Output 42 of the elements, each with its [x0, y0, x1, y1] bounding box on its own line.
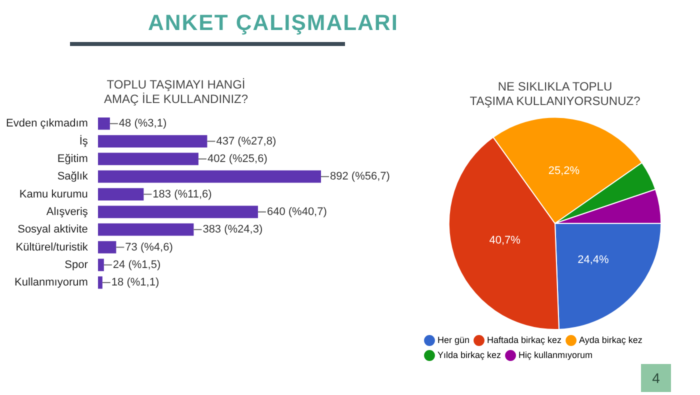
- data-label: 48 (%3,1): [118, 118, 167, 130]
- y-tick-label: Alışveriş: [46, 206, 88, 218]
- chart-title: TOPLU TAŞIMAYI HANGİ AMAÇ İLE KULLANDINIZ?: [104, 78, 248, 106]
- data-label: 437 (%27,8): [216, 135, 276, 148]
- bar: [98, 170, 321, 183]
- legend-label: Ayda birkaç kez: [579, 334, 643, 345]
- data-label: 183 (%11,6): [152, 188, 212, 200]
- data-label: 640 (%40,7): [266, 206, 327, 218]
- text: 4: [641, 364, 671, 392]
- y-tick-label: Kültürel/turistik: [16, 241, 88, 254]
- bar: [98, 241, 116, 254]
- chart-title: NE SIKLIKLA TOPLU TAŞIMA KULLANIYORSUNUZ?: [470, 80, 641, 108]
- y-tick-label: Spor: [64, 258, 88, 271]
- bar: [98, 258, 104, 272]
- y-tick-label: Kamu kurumu: [19, 188, 88, 200]
- bar: [98, 223, 194, 236]
- bar: [98, 135, 208, 148]
- bar: [98, 276, 102, 289]
- data-label: 892 (%56,7): [330, 170, 390, 183]
- data-label: 25,2%: [548, 165, 580, 178]
- y-tick-label: Sosyal aktivite: [18, 224, 88, 236]
- y-tick-label: Kullanmıyorum: [14, 276, 88, 289]
- data-label: 40,7%: [489, 234, 521, 247]
- legend-label: Haftada birkaç kez: [487, 334, 562, 345]
- legend-label: Her gün: [438, 334, 470, 345]
- data-label: 402 (%25,6): [207, 152, 268, 165]
- y-tick-label: Eğitim: [57, 152, 88, 165]
- bar: [98, 152, 198, 166]
- data-label: 24,4%: [578, 254, 610, 266]
- bar: [98, 188, 144, 200]
- bar: [98, 117, 110, 130]
- y-tick-label: İş: [79, 134, 88, 148]
- bar: [98, 206, 258, 218]
- y-tick-label: Evden çıkmadım: [6, 118, 88, 130]
- data-label: 18 (%1,1): [111, 276, 160, 289]
- data-label: 24 (%1,5): [112, 258, 161, 271]
- legend-label: Yılda birkaç kez: [438, 350, 502, 360]
- data-label: 383 (%24,3): [202, 224, 263, 236]
- y-tick-label: Sağlık: [57, 170, 88, 183]
- text: ANKET ÇALIŞMALARI: [148, 10, 398, 36]
- legend-label: Hiç kullanmıyorum: [518, 350, 593, 360]
- data-label: 73 (%4,6): [125, 241, 173, 254]
